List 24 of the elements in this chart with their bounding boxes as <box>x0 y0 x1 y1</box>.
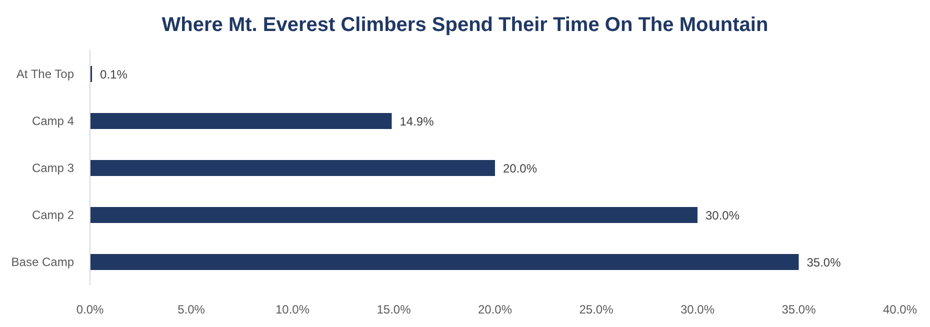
y-tick-label: Camp 3 <box>32 160 74 175</box>
data-label: 30.0% <box>706 208 740 222</box>
data-label: 35.0% <box>806 255 842 270</box>
y-tick-label: Camp 2 <box>32 208 74 222</box>
bar <box>90 207 698 223</box>
x-tick-label: 35.0% <box>782 302 816 317</box>
x-tick-label: 0.0% <box>76 302 104 317</box>
data-label: 14.9% <box>400 114 434 128</box>
x-tick-label: 25.0% <box>579 302 614 317</box>
x-tick-label: 5.0% <box>178 302 206 317</box>
y-tick-label: Camp 4 <box>32 114 74 128</box>
x-tick-label: 30.0% <box>680 302 715 317</box>
chart-title: Where Mt. Everest Climbers Spend Their Time On The Mountain <box>160 13 770 38</box>
bar <box>90 160 495 176</box>
x-tick-label: 15.0% <box>376 302 412 317</box>
x-tick-label: 40.0% <box>882 302 918 317</box>
bar <box>90 113 392 129</box>
x-tick-label: 20.0% <box>478 302 512 317</box>
data-label: 20.0% <box>503 161 538 176</box>
bar <box>90 254 799 270</box>
x-tick-label: 10.0% <box>275 302 310 317</box>
y-tick-label: At The Top <box>16 66 74 81</box>
y-tick-label: Base Camp <box>11 254 74 269</box>
data-label: 0.1% <box>100 67 128 82</box>
